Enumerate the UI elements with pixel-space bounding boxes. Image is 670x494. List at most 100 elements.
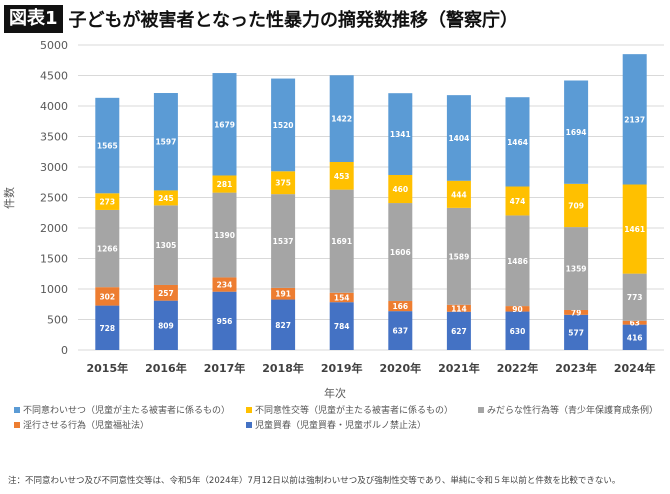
legend-label: みだらな性行為等（青少年保護育成条例） <box>487 406 659 416</box>
y-tick-label: 1500 <box>40 253 68 266</box>
bar-segment <box>388 203 413 302</box>
x-tick-label: 2015年 <box>86 361 128 375</box>
data-label: 245 <box>158 194 174 203</box>
data-label: 79 <box>571 308 581 317</box>
legend-label: 不同意わいせつ（児童が主たる被害者に係るもの） <box>23 406 231 416</box>
data-label: 1359 <box>566 265 587 274</box>
data-label: 2137 <box>624 115 645 124</box>
x-tick-label: 2019年 <box>321 361 363 375</box>
x-tick-label: 2024年 <box>614 361 656 375</box>
legend-swatch <box>478 406 484 413</box>
bar-segment <box>95 287 120 306</box>
x-tick-label: 2023年 <box>555 361 597 375</box>
y-tick-label: 1000 <box>40 283 68 296</box>
data-label: 773 <box>627 293 643 302</box>
bar-segment <box>329 292 354 303</box>
data-label: 956 <box>217 317 233 326</box>
data-label: 1390 <box>214 231 235 240</box>
data-label: 302 <box>99 292 115 301</box>
data-label: 474 <box>510 197 526 206</box>
legend-item: 不同意性交等（児童が主たる被害者に係るもの） <box>246 403 453 416</box>
y-tick-label: 3000 <box>40 161 68 174</box>
bar-segment <box>446 311 471 350</box>
bar-segment <box>95 305 120 350</box>
footnote: 注：不同意わいせつ及び不同意性交等は、令和5年（2024年）7月12日以前は強制… <box>8 476 621 486</box>
bar-segment <box>564 314 589 350</box>
data-label: 453 <box>334 172 350 181</box>
bar-segment <box>212 175 237 193</box>
bar-segment <box>153 300 178 350</box>
x-tick-label: 2020年 <box>379 361 421 375</box>
bar-segment <box>505 306 530 312</box>
bar-segment <box>564 227 589 310</box>
bar-segment <box>564 80 589 184</box>
data-label: 460 <box>392 185 408 194</box>
data-label: 90 <box>512 305 522 314</box>
bar-segment <box>505 311 530 350</box>
data-label: 1589 <box>448 252 469 261</box>
bar-segment <box>622 273 647 321</box>
legend-swatch <box>246 421 252 428</box>
bar-segment <box>622 184 647 274</box>
data-label: 1341 <box>390 130 411 139</box>
data-label: 728 <box>99 324 115 333</box>
x-tick-label: 2018年 <box>262 361 304 375</box>
x-tick-label: 2017年 <box>204 361 246 375</box>
bar-segment <box>505 97 530 187</box>
figure-badge: 図表1 <box>4 5 63 33</box>
bar-segment <box>212 192 237 278</box>
bar-segment <box>95 193 120 210</box>
bar-segment <box>153 205 178 285</box>
data-label: 1606 <box>390 248 411 257</box>
bar-segment <box>446 207 471 305</box>
title-text: 子どもが被害者となった性暴力の摘発数推移（警察庁） <box>68 10 518 31</box>
chart-title: 図表1 子どもが被害者となった性暴力の摘発数推移（警察庁） <box>4 5 518 33</box>
bar-segment <box>271 299 296 350</box>
data-label: 114 <box>451 304 467 313</box>
legend-swatch <box>14 406 20 413</box>
bar-segment <box>271 78 296 172</box>
y-tick-label: 500 <box>47 314 68 327</box>
data-label: 809 <box>158 321 174 330</box>
data-label: 1691 <box>331 237 352 246</box>
data-label: 1266 <box>97 245 118 254</box>
bar-segment <box>271 194 296 288</box>
y-tick-label: 5000 <box>40 39 68 52</box>
data-label: 1537 <box>273 237 294 246</box>
data-label: 273 <box>99 198 115 207</box>
x-axis-label: 年次 <box>324 386 346 400</box>
bar-segment <box>329 302 354 350</box>
bar-segment <box>153 93 178 191</box>
y-tick-label: 2000 <box>40 222 68 235</box>
bar-segment <box>212 291 237 350</box>
bar-segment <box>388 93 413 175</box>
bar-segment <box>329 189 354 293</box>
data-label: 1694 <box>566 128 587 137</box>
y-tick-label: 3500 <box>40 131 68 144</box>
y-tick-label: 4500 <box>40 70 68 83</box>
data-label: 191 <box>275 290 291 299</box>
x-tick-label: 2016年 <box>145 361 187 375</box>
bar-segment <box>212 73 237 176</box>
legend-swatch <box>14 421 20 428</box>
legend-label: 不同意性交等（児童が主たる被害者に係るもの） <box>255 406 454 416</box>
bar-segment <box>622 324 647 350</box>
bar-segment <box>505 215 530 307</box>
bar-segment <box>153 190 178 206</box>
data-label: 637 <box>392 327 408 336</box>
y-tick-label: 0 <box>61 344 68 357</box>
bar-segment <box>329 75 354 162</box>
legend-label: 児童買春（児童買春・児童ポルノ禁止法） <box>255 421 427 431</box>
data-label: 63 <box>629 319 639 328</box>
bar-segment <box>446 180 471 208</box>
legend-label: 淫行させる行為（児童福祉法） <box>23 421 150 431</box>
data-label: 1404 <box>448 134 469 143</box>
data-label: 709 <box>568 201 584 210</box>
bar-segment <box>271 287 296 300</box>
data-label: 784 <box>334 322 350 331</box>
x-tick-label: 2022年 <box>497 361 539 375</box>
data-label: 444 <box>451 190 467 199</box>
bar-segment <box>564 183 589 228</box>
data-label: 1305 <box>155 241 176 250</box>
